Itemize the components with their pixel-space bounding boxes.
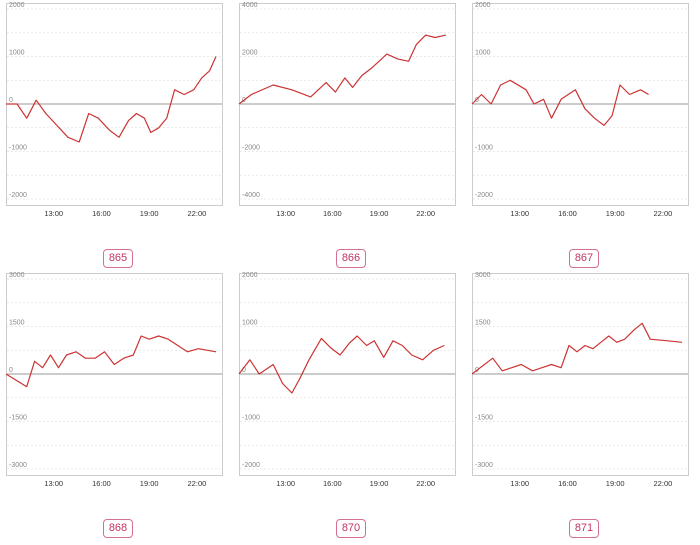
x-tick-label: 19:00 [370, 479, 389, 488]
x-tick-label: 19:00 [140, 479, 159, 488]
y-tick-label: -1500 [9, 415, 27, 422]
y-tick-label: 0 [242, 367, 246, 374]
chart-panel-868: 3000 1500 0 -1500 -3000 13:00 16:00 19:00 22:00 8… [5, 272, 230, 545]
chart-id-badge: 866 [336, 249, 366, 268]
x-tick-label: 13:00 [276, 479, 295, 488]
y-tick-label: 1000 [242, 320, 258, 327]
x-tick-label: 22:00 [416, 209, 435, 218]
y-tick-label: 1500 [475, 320, 491, 327]
x-tick-label: 13:00 [510, 209, 529, 218]
x-tick-label: 16:00 [92, 209, 111, 218]
x-tick-label: 13:00 [276, 209, 295, 218]
chart-panel-866: 4000 2000 0 -2000 -4000 13:00 16:00 19:00 22:00 8… [238, 2, 463, 275]
x-tick-label: 22:00 [416, 479, 435, 488]
y-tick-label: -1000 [475, 145, 493, 152]
x-tick-label: 16:00 [323, 209, 342, 218]
x-tick-label: 13:00 [44, 479, 63, 488]
y-tick-label: 0 [9, 367, 13, 374]
chart-panel-871: 3000 1500 0 -1500 -3000 13:00 16:00 19:00 22:00 8… [471, 272, 696, 545]
chart-panel-867: 2000 1000 0 -1000 -2000 13:00 16:00 19:00 22:00 8… [471, 2, 696, 275]
y-tick-label: -2000 [242, 145, 260, 152]
y-tick-label: -4000 [242, 192, 260, 199]
y-tick-label: -2000 [9, 192, 27, 199]
x-tick-label: 16:00 [558, 209, 577, 218]
series-line-870 [238, 335, 445, 394]
y-tick-label: 2000 [475, 2, 491, 9]
chart-id-badge: 870 [336, 519, 366, 538]
chart-svg-870: 2000 1000 0 -1000 -2000 13:00 16:00 19:00 22:00 [238, 272, 456, 488]
chart-id-badge: 867 [569, 249, 599, 268]
y-tick-label: 3000 [475, 272, 491, 279]
y-tick-label: 3000 [9, 272, 25, 279]
x-tick-label: 16:00 [323, 479, 342, 488]
y-tick-label: -1000 [9, 145, 27, 152]
y-tick-label: 1000 [475, 50, 491, 57]
chart-panel-865: 2000 1000 0 -1000 -2000 13:00 16:00 19:00 22:00 8… [6, 2, 230, 275]
x-tick-label: 16:00 [92, 479, 111, 488]
series-line-865 [6, 56, 217, 143]
y-tick-label: 0 [475, 97, 479, 104]
chart-svg-867: 2000 1000 0 -1000 -2000 13:00 16:00 19:00 22:00 [471, 2, 689, 218]
x-tick-label: 19:00 [140, 209, 159, 218]
chart-panel-870: 2000 1000 0 -1000 -2000 13:00 16:00 19:00 22:00 8… [238, 272, 463, 545]
y-tick-label: -3000 [475, 462, 493, 469]
x-tick-label: 19:00 [370, 209, 389, 218]
chart-id-badge: 868 [103, 519, 133, 538]
series-line-866 [238, 34, 447, 105]
y-tick-label: 4000 [242, 2, 258, 9]
x-tick-label: 22:00 [654, 479, 673, 488]
y-tick-label: -1500 [475, 415, 493, 422]
y-tick-label: -3000 [9, 462, 27, 469]
x-tick-label: 19:00 [606, 209, 625, 218]
y-tick-label: 0 [9, 97, 13, 104]
chart-svg-868: 3000 1500 0 -1500 -3000 13:00 16:00 19:00 22:00 [5, 272, 223, 488]
x-tick-label: 22:00 [188, 479, 207, 488]
series-line-868 [5, 335, 217, 388]
x-tick-label: 22:00 [654, 209, 673, 218]
y-tick-label: 1000 [9, 50, 25, 57]
y-tick-label: 2000 [242, 272, 258, 279]
series-line-867 [471, 79, 649, 127]
x-tick-label: 13:00 [510, 479, 529, 488]
x-tick-label: 13:00 [44, 209, 63, 218]
series-line-871 [471, 322, 683, 375]
chart-svg-865: 2000 1000 0 -1000 -2000 13:00 16:00 19:00 22:00 [6, 2, 223, 218]
y-tick-label: 2000 [242, 50, 258, 57]
y-tick-label: 2000 [9, 2, 25, 9]
x-tick-label: 22:00 [188, 209, 207, 218]
x-tick-label: 16:00 [558, 479, 577, 488]
y-tick-label: -2000 [475, 192, 493, 199]
x-tick-label: 19:00 [606, 479, 625, 488]
y-tick-label: -1000 [242, 415, 260, 422]
y-tick-label: 1500 [9, 320, 25, 327]
y-tick-label: -2000 [242, 462, 260, 469]
chart-id-badge: 871 [569, 519, 599, 538]
chart-id-badge: 865 [103, 249, 133, 268]
